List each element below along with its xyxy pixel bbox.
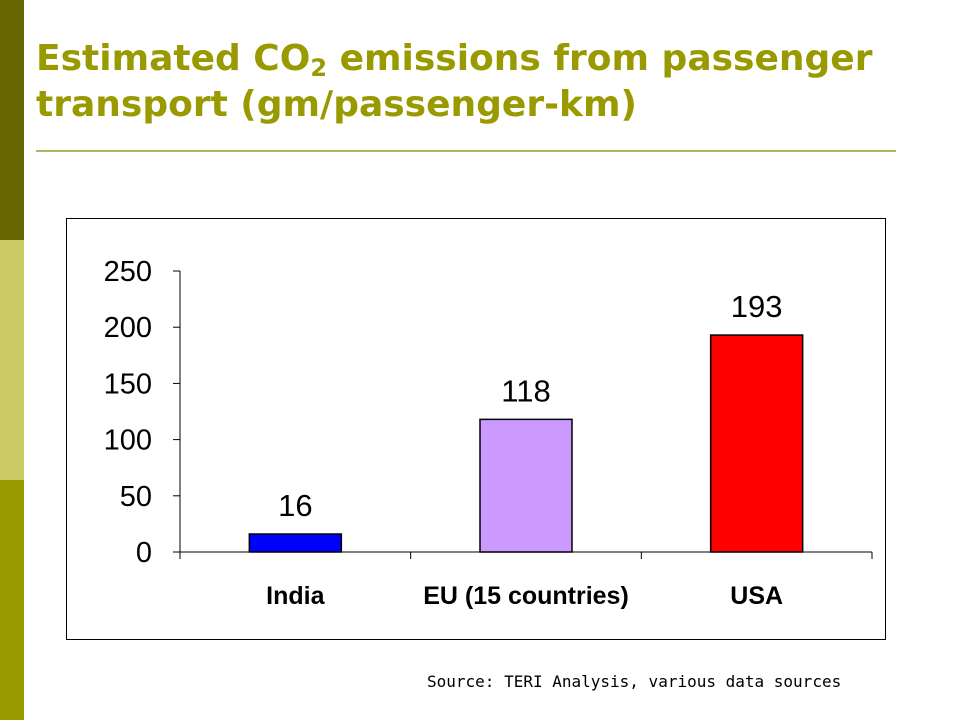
sidebar-stripe-light (0, 240, 24, 480)
slide-title: Estimated CO2 emissions from passenger tr… (36, 36, 872, 128)
y-tick-label: 200 (104, 312, 152, 344)
source-note: Source: TERI Analysis, various data sour… (427, 672, 842, 691)
y-tick-label: 100 (104, 425, 152, 457)
y-tick-label: 150 (104, 368, 152, 400)
data-label: 118 (501, 373, 550, 408)
bar-chart: 0 50 100 150 200 250 16 India 118 EU (15 countrie… (104, 256, 873, 610)
sidebar-stripe-olive (0, 480, 24, 720)
data-label: 16 (278, 488, 312, 523)
category-label: USA (730, 582, 783, 610)
bar-1 (479, 418, 573, 553)
title-text-line2: transport (gm/passenger-km) (36, 84, 637, 125)
y-tick-label: 50 (120, 481, 152, 513)
category-label: India (266, 582, 325, 610)
title-divider (36, 150, 896, 152)
y-tick-label: 250 (104, 256, 152, 288)
bar-2 (709, 334, 804, 553)
title-text-part2: emissions from passenger (327, 38, 873, 79)
y-tick-label: 0 (136, 537, 152, 569)
bar-0 (248, 533, 343, 553)
data-label: 193 (731, 289, 783, 324)
sidebar-stripe-dark (0, 0, 24, 240)
title-text-part1: Estimated CO (36, 38, 311, 79)
chart-area: 0 50 100 150 200 250 16 India 118 EU (15 countrie… (66, 218, 886, 640)
category-label: EU (15 countries) (423, 582, 629, 610)
title-subscript: 2 (310, 54, 328, 82)
